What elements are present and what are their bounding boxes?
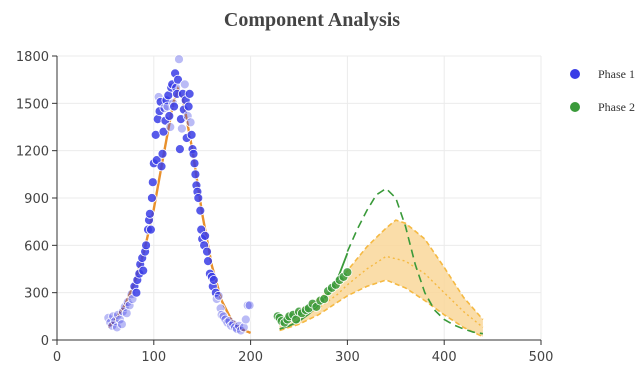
legend-marker: [570, 102, 580, 112]
x-tick-label: 0: [53, 350, 61, 365]
phase1-point: [169, 101, 180, 112]
phase1-point: [165, 122, 176, 132]
x-tick-label: 200: [238, 350, 263, 365]
phase1-point: [188, 148, 199, 159]
phase1-point: [144, 208, 155, 219]
phase1-point: [189, 158, 200, 169]
phase1-point: [124, 300, 135, 311]
phase1-point: [158, 126, 169, 137]
phase1-point: [164, 111, 175, 121]
scatter-points: [103, 54, 353, 336]
phase1-point: [185, 117, 196, 128]
band-fill: [279, 220, 483, 337]
phase1-point: [193, 193, 204, 203]
y-tick-label: 0: [41, 334, 49, 349]
legend-item[interactable]: Phase 2: [570, 100, 635, 114]
gridlines: [56, 55, 542, 341]
phase2-projection-curve: [346, 187, 484, 335]
axes: 0 100 200 300 400 500 0 300 600 900 1200 1500 1800: [16, 50, 554, 365]
phase1-point: [238, 322, 249, 333]
phase2-point: [319, 294, 330, 304]
y-tick-label: 600: [24, 239, 49, 254]
phase1-point: [117, 319, 127, 330]
y-tick-label: 1200: [16, 145, 49, 160]
y-tick-label: 1800: [16, 50, 49, 65]
phase1-point: [173, 74, 183, 85]
x-tick-label: 400: [432, 350, 457, 365]
phase1-point: [145, 224, 156, 235]
phase1-point: [202, 246, 212, 257]
y-tick-label: 1500: [16, 97, 49, 112]
y-tick-label: 300: [24, 287, 49, 302]
band-lower-line: [279, 279, 484, 338]
phase1-point: [235, 325, 246, 336]
legend-label: Phase 2: [598, 100, 635, 114]
legend-label: Phase 1: [598, 67, 635, 81]
legend-marker: [570, 69, 580, 79]
phase1-point: [203, 256, 213, 267]
phase1-point: [213, 290, 224, 301]
phase1-point: [174, 54, 184, 65]
phase2-point: [342, 267, 353, 278]
band-median-line: [279, 255, 484, 328]
phase1-point: [157, 148, 168, 159]
phase1-point: [195, 205, 206, 216]
phase1-point: [141, 240, 152, 251]
phase1-point: [176, 123, 187, 134]
phase1-point: [182, 111, 193, 121]
phase1-point: [138, 265, 149, 276]
phase1-point: [240, 314, 251, 325]
phase1-point: [156, 161, 167, 172]
phase1-point: [131, 287, 142, 298]
phase1-point: [200, 230, 211, 241]
phase1-point: [154, 106, 165, 117]
phase1-point: [183, 101, 194, 112]
phase1-point: [147, 177, 158, 188]
projection-band: [279, 219, 484, 338]
phase1-point: [174, 144, 185, 155]
chart-title: Component Analysis: [224, 9, 400, 31]
x-tick-label: 300: [335, 350, 360, 365]
legend[interactable]: Phase 1 Phase 2: [570, 67, 635, 114]
phase1-point: [184, 89, 195, 99]
phase1-point: [179, 79, 190, 90]
x-tick-label: 500: [529, 350, 554, 365]
phase1-point: [190, 169, 201, 180]
phase1-point: [146, 193, 157, 203]
phase1-point: [186, 129, 197, 140]
y-tick-label: 900: [24, 192, 49, 207]
phase1-point: [208, 275, 219, 285]
x-tick-label: 100: [141, 350, 166, 365]
phase1-point: [244, 300, 255, 311]
legend-item[interactable]: Phase 1: [570, 67, 635, 81]
